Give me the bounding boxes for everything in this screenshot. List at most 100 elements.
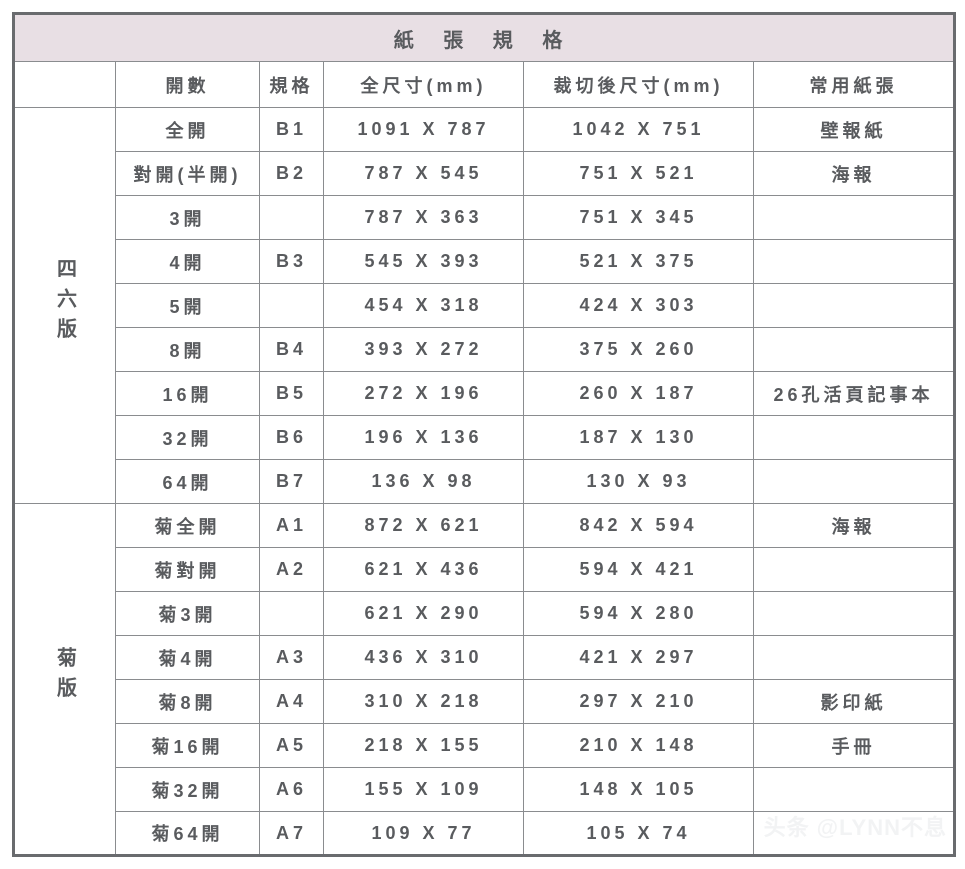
cell-use (754, 636, 955, 680)
cell-kai: 菊8開 (116, 680, 260, 724)
table-row: 菊版菊全開A1872 X 621842 X 594海報 (14, 504, 955, 548)
table-row: 4開B3545 X 393521 X 375 (14, 240, 955, 284)
col-header-blank (14, 62, 116, 108)
col-header-use: 常用紙張 (754, 62, 955, 108)
cell-spec: B6 (260, 416, 324, 460)
cell-cut: 1042 X 751 (524, 108, 754, 152)
cell-spec: A3 (260, 636, 324, 680)
cell-full: 545 X 393 (324, 240, 524, 284)
section-label-text: 菊版 (51, 647, 80, 707)
cell-kai: 3開 (116, 196, 260, 240)
cell-cut: 424 X 303 (524, 284, 754, 328)
cell-spec: B2 (260, 152, 324, 196)
cell-kai: 4開 (116, 240, 260, 284)
cell-full: 454 X 318 (324, 284, 524, 328)
cell-full: 218 X 155 (324, 724, 524, 768)
cell-kai: 8開 (116, 328, 260, 372)
table-title: 紙 張 規 格 (14, 14, 955, 62)
cell-cut: 594 X 280 (524, 592, 754, 636)
cell-cut: 842 X 594 (524, 504, 754, 548)
cell-kai: 16開 (116, 372, 260, 416)
cell-cut: 130 X 93 (524, 460, 754, 504)
table-row: 菊對開A2621 X 436594 X 421 (14, 548, 955, 592)
cell-spec: B5 (260, 372, 324, 416)
cell-cut: 210 X 148 (524, 724, 754, 768)
cell-cut: 594 X 421 (524, 548, 754, 592)
cell-kai: 64開 (116, 460, 260, 504)
cell-spec: A7 (260, 812, 324, 856)
cell-full: 787 X 545 (324, 152, 524, 196)
cell-cut: 187 X 130 (524, 416, 754, 460)
table-row: 菊64開A7109 X 77105 X 74 (14, 812, 955, 856)
cell-cut: 751 X 345 (524, 196, 754, 240)
cell-use (754, 328, 955, 372)
cell-cut: 260 X 187 (524, 372, 754, 416)
cell-kai: 對開(半開) (116, 152, 260, 196)
cell-use (754, 196, 955, 240)
table-row: 菊4開A3436 X 310421 X 297 (14, 636, 955, 680)
cell-use: 26孔活頁記事本 (754, 372, 955, 416)
cell-use: 壁報紙 (754, 108, 955, 152)
cell-use (754, 592, 955, 636)
cell-kai: 菊3開 (116, 592, 260, 636)
table-row: 菊3開621 X 290594 X 280 (14, 592, 955, 636)
table-row: 四六版全開B11091 X 7871042 X 751壁報紙 (14, 108, 955, 152)
cell-kai: 菊32開 (116, 768, 260, 812)
cell-kai: 菊16開 (116, 724, 260, 768)
cell-use: 海報 (754, 504, 955, 548)
cell-spec: B4 (260, 328, 324, 372)
cell-full: 621 X 436 (324, 548, 524, 592)
cell-cut: 375 X 260 (524, 328, 754, 372)
cell-use (754, 284, 955, 328)
table-row: 8開B4393 X 272375 X 260 (14, 328, 955, 372)
cell-spec: A4 (260, 680, 324, 724)
section-label-text: 四六版 (51, 258, 80, 348)
cell-spec: A2 (260, 548, 324, 592)
cell-use (754, 548, 955, 592)
section-label: 菊版 (14, 504, 116, 856)
cell-use: 海報 (754, 152, 955, 196)
cell-use (754, 416, 955, 460)
cell-full: 1091 X 787 (324, 108, 524, 152)
table-row: 菊8開A4310 X 218297 X 210影印紙 (14, 680, 955, 724)
cell-kai: 5開 (116, 284, 260, 328)
cell-use (754, 240, 955, 284)
table-row: 16開B5272 X 196260 X 18726孔活頁記事本 (14, 372, 955, 416)
cell-cut: 297 X 210 (524, 680, 754, 724)
cell-full: 155 X 109 (324, 768, 524, 812)
table-row: 64開B7136 X 98130 X 93 (14, 460, 955, 504)
cell-kai: 32開 (116, 416, 260, 460)
cell-cut: 521 X 375 (524, 240, 754, 284)
cell-use (754, 460, 955, 504)
cell-full: 872 X 621 (324, 504, 524, 548)
table-row: 對開(半開)B2787 X 545751 X 521海報 (14, 152, 955, 196)
cell-spec (260, 284, 324, 328)
col-header-spec: 規格 (260, 62, 324, 108)
cell-spec: B7 (260, 460, 324, 504)
paper-spec-table: 紙 張 規 格 開數 規格 全尺寸(mm) 裁切後尺寸(mm) 常用紙張 四六版… (12, 12, 956, 857)
cell-spec: A6 (260, 768, 324, 812)
table-row: 5開 454 X 318424 X 303 (14, 284, 955, 328)
cell-full: 436 X 310 (324, 636, 524, 680)
section-label: 四六版 (14, 108, 116, 504)
cell-cut: 105 X 74 (524, 812, 754, 856)
cell-full: 310 X 218 (324, 680, 524, 724)
cell-spec: A5 (260, 724, 324, 768)
cell-spec: A1 (260, 504, 324, 548)
cell-cut: 148 X 105 (524, 768, 754, 812)
cell-full: 272 X 196 (324, 372, 524, 416)
cell-cut: 751 X 521 (524, 152, 754, 196)
cell-kai: 菊64開 (116, 812, 260, 856)
cell-full: 136 X 98 (324, 460, 524, 504)
cell-spec: B3 (260, 240, 324, 284)
cell-full: 787 X 363 (324, 196, 524, 240)
cell-use: 影印紙 (754, 680, 955, 724)
cell-full: 196 X 136 (324, 416, 524, 460)
cell-use: 手冊 (754, 724, 955, 768)
cell-spec: B1 (260, 108, 324, 152)
cell-cut: 421 X 297 (524, 636, 754, 680)
table-row: 菊16開A5218 X 155210 X 148手冊 (14, 724, 955, 768)
cell-kai: 菊4開 (116, 636, 260, 680)
cell-kai: 全開 (116, 108, 260, 152)
col-header-full: 全尺寸(mm) (324, 62, 524, 108)
